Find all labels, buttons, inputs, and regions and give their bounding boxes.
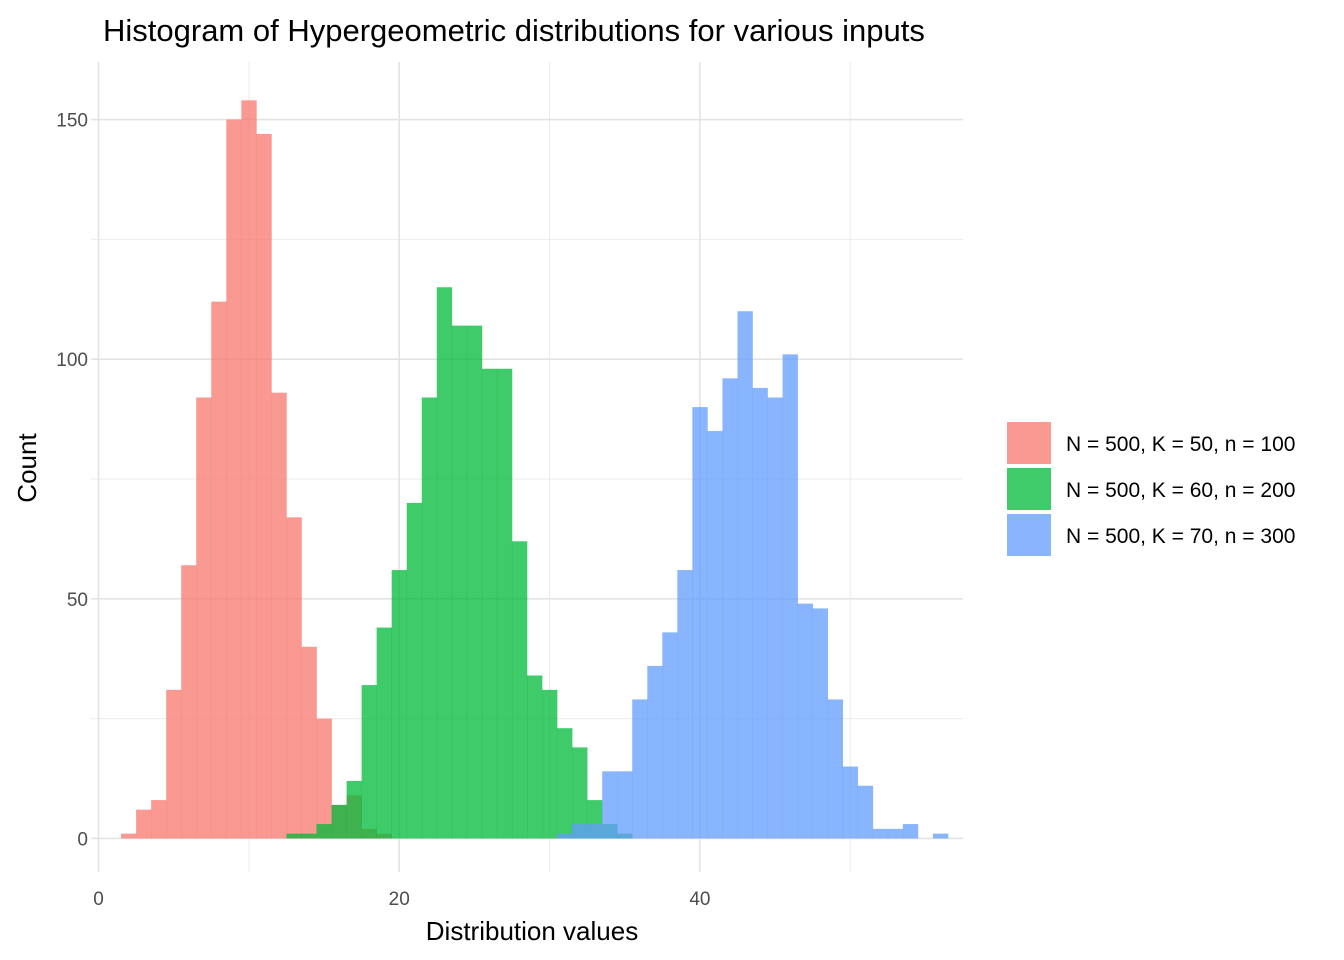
histogram-bar [271,392,287,839]
histogram-bar [481,368,498,839]
histogram-bar [361,685,377,839]
y-tick-label: 50 [67,590,88,611]
histogram-bar [557,833,573,839]
histogram-bar [256,133,272,839]
legend-swatch [1007,514,1051,556]
histogram-bar [211,301,227,839]
y-tick-label: 100 [56,350,88,371]
histogram-bar [812,608,828,839]
legend-swatch [1007,422,1051,464]
y-tick-label: 150 [56,111,88,132]
histogram-bar [331,804,347,839]
histogram-bar [557,728,573,839]
histogram-bar [662,632,678,839]
histogram-bar [797,603,813,839]
histogram-bar [542,689,558,839]
histogram-bar [902,824,919,839]
x-tick-label: 0 [93,889,104,910]
legend-swatch [1007,468,1051,510]
series-3-bars [557,311,949,839]
y-axis-title: Count [12,433,42,503]
histogram-bar [316,824,332,839]
histogram-bar [391,570,408,839]
histogram-bar [466,325,483,839]
histogram-bar [587,824,603,839]
histogram-bar [181,565,197,839]
histogram-bar [451,325,468,839]
histogram-bar [932,833,949,839]
histogram-bar [827,699,844,839]
chart-title: Histogram of Hypergeometric distribution… [103,13,925,48]
histogram-bar [421,397,438,839]
histogram-bar [572,747,588,839]
x-axis-title: Distribution values [426,916,638,946]
histogram-bar [346,780,362,839]
series-1-bars [121,100,392,839]
histogram-bar [151,800,167,839]
histogram-bar [767,397,783,839]
histogram-bar [887,828,904,839]
histogram-bar [707,431,723,839]
histogram-bar [136,809,152,839]
histogram-bar [166,689,182,839]
histogram-bar [511,541,528,839]
histogram-bars [121,100,949,839]
legend-label: N = 500, K = 50, n = 100 [1066,433,1295,456]
histogram-bar [286,833,302,839]
legend: N = 500, K = 50, n = 100 N = 500, K = 60,… [1007,422,1295,556]
histogram-bar [857,785,874,839]
histogram-bar [782,354,798,839]
histogram-bar [752,387,768,839]
histogram-bar [121,833,137,839]
histogram-bar [316,718,332,839]
histogram-bar [301,833,317,839]
histogram-bar [677,570,693,839]
histogram-bar [632,699,648,839]
x-tick-label: 20 [389,889,410,910]
histogram-bar [722,378,738,839]
axis-tick-labels: 0 50 100 150 0 20 40 [56,111,710,910]
histogram-bar [376,627,392,839]
histogram-bar [527,675,543,839]
histogram-bar [842,766,859,839]
histogram-bar [436,287,453,839]
histogram-bar [602,771,618,839]
histogram-bar [496,368,513,839]
histogram-bar [406,502,423,839]
legend-label: N = 500, K = 70, n = 300 [1066,525,1295,548]
histogram-bar [692,407,708,839]
y-tick-label: 0 [77,829,88,850]
x-tick-label: 40 [689,889,710,910]
histogram-bar [737,311,753,839]
histogram-bar [647,665,663,839]
histogram-bar [572,824,588,839]
histogram-bar [286,517,302,839]
histogram-bar [301,646,317,839]
histogram-bar [617,771,633,839]
histogram-bar [241,100,257,839]
histogram-bar [872,828,889,839]
histogram-bar [226,119,242,839]
histogram-bar [196,397,212,839]
legend-label: N = 500, K = 60, n = 200 [1066,479,1295,502]
